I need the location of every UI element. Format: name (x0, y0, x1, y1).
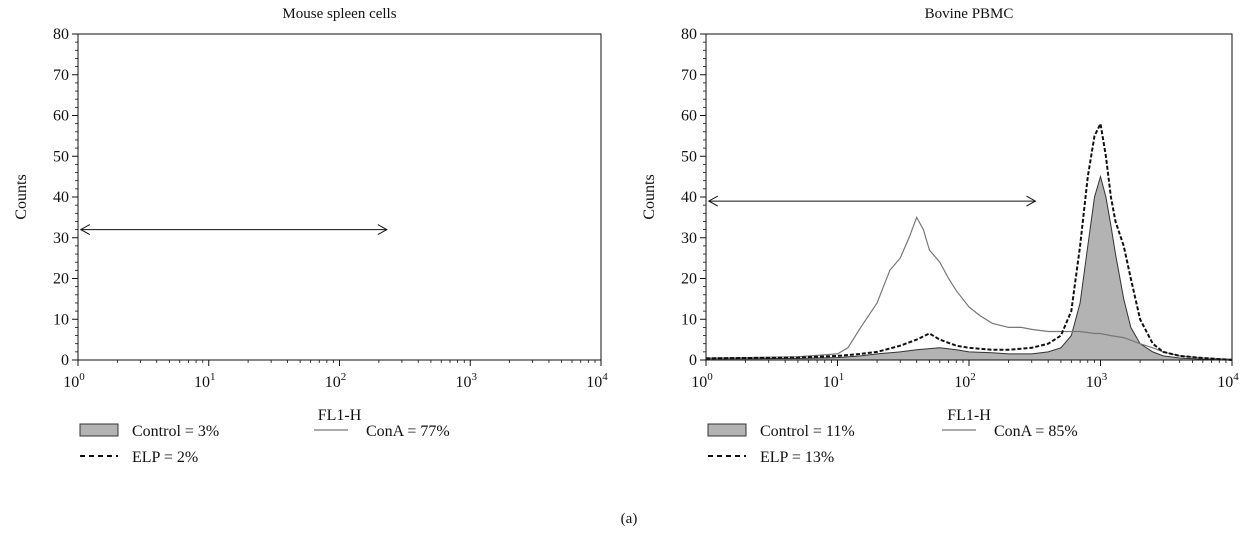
y-tick-label: 60 (53, 108, 69, 125)
x-tick-label: 103 (1086, 371, 1108, 391)
x-tick-label: 101 (194, 371, 216, 391)
x-tick-exponent: 3 (472, 371, 478, 383)
y-axis-label: Counts (641, 174, 658, 219)
legend-item: Control = 11% (707, 423, 855, 440)
x-tick-exponent: 4 (602, 371, 608, 383)
gate-arrow-right (377, 224, 388, 236)
y-tick-label: 60 (681, 108, 697, 125)
legend-item: ConA = 85% (942, 423, 1078, 440)
x-tick-label: 100 (691, 371, 713, 391)
x-axis-label: FL1-H (947, 407, 991, 424)
x-tick-exponent: 1 (839, 371, 845, 383)
x-tick-label: 100 (63, 371, 85, 391)
y-tick-label: 0 (61, 352, 69, 369)
x-tick-label: 102 (954, 371, 976, 391)
legend-item: ELP = 13% (708, 449, 834, 466)
y-tick-label: 30 (53, 230, 69, 247)
chart-title: Bovine PBMC (925, 6, 1014, 22)
y-tick-label: 80 (681, 26, 697, 43)
legend-swatch-filled (707, 423, 747, 437)
x-tick-exponent: 2 (341, 371, 347, 383)
legend-label: ELP = 13% (760, 449, 834, 466)
gate-arrow-left (707, 195, 719, 207)
series-control-area (705, 174, 1233, 361)
x-tick-label: 104 (586, 371, 608, 391)
y-axis-label: Counts (13, 174, 30, 219)
legend-label: Control = 11% (760, 423, 855, 440)
plot-frame (705, 33, 1233, 361)
y-tick-label: 20 (53, 271, 69, 288)
legend-item: ConA = 77% (314, 423, 450, 440)
gate-arrow-right (1026, 195, 1037, 207)
x-tick-exponent: 2 (970, 371, 976, 383)
y-tick-label: 70 (681, 67, 697, 84)
x-tick-label: 103 (456, 371, 478, 391)
gate-arrow-left (79, 224, 91, 236)
x-axis-label: FL1-H (318, 407, 362, 424)
y-tick-label: 70 (53, 67, 69, 84)
y-tick-label: 40 (681, 189, 697, 206)
y-tick-label: 20 (681, 271, 697, 288)
chart-title: Mouse spleen cells (282, 6, 396, 22)
y-tick-label: 10 (53, 311, 69, 328)
y-tick-label: 30 (681, 230, 697, 247)
series-elp-line (705, 120, 1233, 361)
series-cona-line (705, 215, 1233, 360)
x-tick-label: 104 (1217, 371, 1239, 391)
y-tick-label: 40 (53, 189, 69, 206)
y-tick-label: 10 (681, 311, 697, 328)
legend-item: ELP = 2% (80, 449, 198, 466)
legend-label: Control = 3% (132, 423, 219, 440)
legend-label: ConA = 85% (994, 423, 1078, 440)
x-tick-exponent: 3 (1102, 371, 1108, 383)
y-tick-label: 0 (689, 352, 697, 369)
legend-label: ELP = 2% (132, 449, 198, 466)
panel-label: (a) (621, 511, 638, 527)
x-tick-exponent: 0 (707, 371, 713, 383)
x-tick-label: 102 (325, 371, 347, 391)
legend-label: ConA = 77% (366, 423, 450, 440)
legend-swatch-filled (79, 423, 119, 437)
y-tick-label: 50 (53, 148, 69, 165)
x-tick-exponent: 0 (79, 371, 85, 383)
y-tick-label: 50 (681, 148, 697, 165)
y-tick-label: 80 (53, 26, 69, 43)
x-tick-label: 101 (823, 371, 845, 391)
x-tick-exponent: 1 (210, 371, 216, 383)
legend-item: Control = 3% (79, 423, 219, 440)
x-tick-exponent: 4 (1233, 371, 1239, 383)
plot-frame (77, 33, 602, 361)
